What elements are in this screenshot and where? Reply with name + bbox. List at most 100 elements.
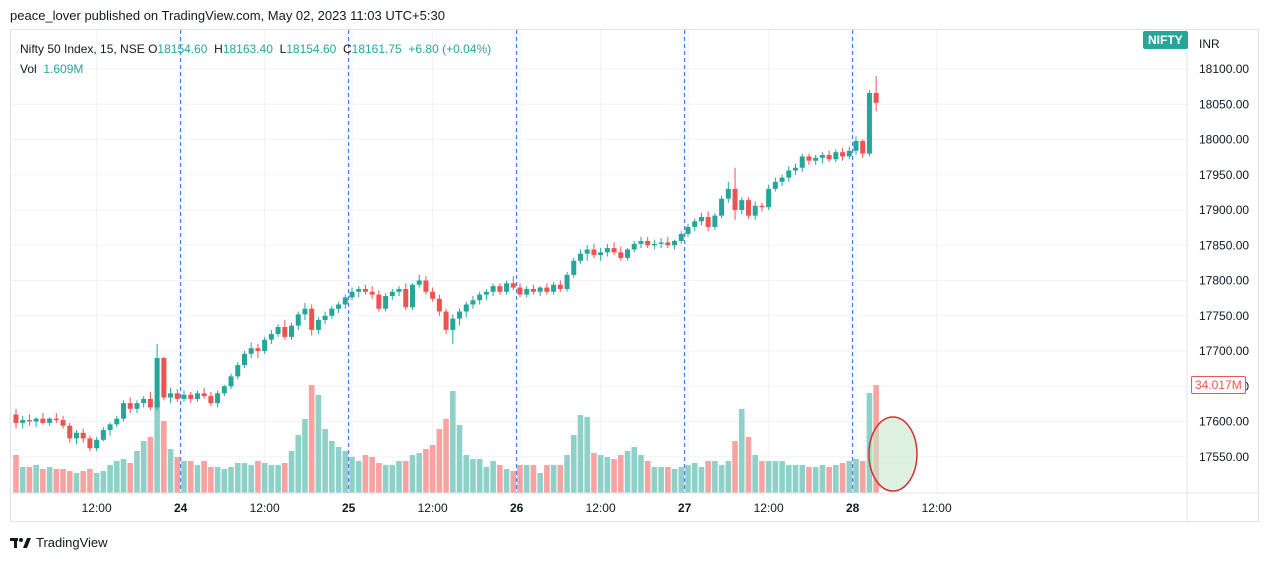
- volume-bar: [712, 461, 718, 493]
- price-tick-label: 17800.00: [1199, 274, 1249, 288]
- candle: [463, 301, 469, 318]
- candle-body: [282, 327, 288, 337]
- candle: [631, 241, 637, 253]
- candle-body: [793, 167, 799, 171]
- highlight-annotation: [868, 416, 918, 492]
- volume-bar: [550, 465, 557, 493]
- candle-body: [215, 393, 221, 404]
- candle: [799, 153, 805, 172]
- volume-bar: [591, 453, 597, 493]
- currency-label[interactable]: INR: [1199, 37, 1220, 51]
- candle: [315, 317, 321, 335]
- candle-body: [416, 280, 422, 285]
- volume-bar: [140, 441, 147, 493]
- volume-bar: [13, 455, 19, 493]
- volume-bar: [759, 461, 765, 493]
- tradingview-brand[interactable]: TradingView: [10, 535, 108, 550]
- candle: [672, 239, 678, 250]
- candle-body: [698, 217, 704, 222]
- candle-body: [719, 198, 725, 216]
- candle: [618, 246, 624, 261]
- candle: [87, 435, 93, 452]
- candle-body: [73, 432, 79, 439]
- candle: [819, 152, 825, 164]
- volume-bar: [362, 455, 369, 493]
- volume-bar: [201, 461, 207, 493]
- volume-bar: [80, 471, 86, 493]
- volume-bar: [631, 447, 638, 493]
- candle: [80, 428, 86, 443]
- candle-body: [799, 156, 805, 168]
- candle-body: [13, 414, 19, 423]
- candle: [342, 294, 348, 309]
- candle: [806, 153, 812, 165]
- volume-bar: [476, 459, 483, 493]
- candle: [127, 397, 133, 414]
- volume-bars: [13, 385, 879, 493]
- candle-body: [651, 243, 657, 246]
- volume-bar: [564, 455, 570, 493]
- time-tick-label: 12:00: [922, 501, 952, 515]
- candle: [846, 146, 852, 160]
- candle: [752, 201, 758, 220]
- candle-body: [322, 315, 328, 320]
- candle: [147, 391, 153, 411]
- open-value: 18154.60: [157, 42, 208, 56]
- candle: [530, 284, 536, 295]
- volume-bar: [752, 455, 758, 493]
- volume-bar: [678, 467, 685, 493]
- volume-bar: [288, 451, 295, 493]
- candle: [719, 195, 725, 219]
- candle: [188, 391, 194, 404]
- candle: [840, 147, 846, 161]
- candle-body: [806, 156, 812, 161]
- candle: [336, 301, 342, 313]
- candle-body: [248, 348, 254, 354]
- volume-bar: [389, 465, 396, 493]
- candle: [645, 236, 651, 249]
- volume-bar: [618, 455, 624, 493]
- candle: [638, 236, 644, 249]
- time-tick-label: 12:00: [82, 501, 112, 515]
- candle-body: [315, 319, 321, 330]
- candle-body: [463, 304, 469, 312]
- candle: [228, 373, 234, 390]
- time-tick-label: 12:00: [754, 501, 784, 515]
- candle-body: [611, 248, 617, 253]
- candle: [161, 356, 167, 401]
- candle-body: [557, 284, 563, 289]
- volume-bar: [698, 467, 705, 493]
- volume-bar: [255, 461, 261, 493]
- candle-body: [295, 314, 301, 326]
- volume-bar: [167, 449, 174, 493]
- volume-bar: [194, 465, 201, 493]
- symbol-badge[interactable]: NIFTY: [1143, 31, 1188, 49]
- volume-bar: [134, 451, 140, 493]
- candle-body: [221, 386, 227, 394]
- volume-bar: [248, 465, 254, 493]
- volume-bar: [33, 465, 39, 493]
- candle-body: [866, 92, 872, 154]
- volume-bar: [557, 465, 564, 493]
- candle: [732, 167, 738, 220]
- candle-body: [67, 425, 73, 439]
- candle-body: [443, 311, 449, 330]
- volume-bar: [853, 459, 859, 493]
- candle: [215, 390, 221, 408]
- volume-bar: [19, 467, 26, 493]
- volume-bar: [510, 471, 517, 493]
- candle: [40, 413, 46, 425]
- volume-bar: [282, 463, 288, 493]
- volume-bar: [308, 385, 315, 493]
- candle: [430, 287, 436, 302]
- volume-bar: [409, 455, 416, 493]
- chart-frame[interactable]: [10, 29, 1259, 522]
- candle: [376, 290, 382, 312]
- candle: [436, 294, 442, 316]
- candle: [598, 248, 604, 261]
- volume-bar: [187, 461, 194, 493]
- candle: [584, 245, 590, 261]
- high-label: H: [214, 42, 223, 56]
- candle: [60, 415, 66, 429]
